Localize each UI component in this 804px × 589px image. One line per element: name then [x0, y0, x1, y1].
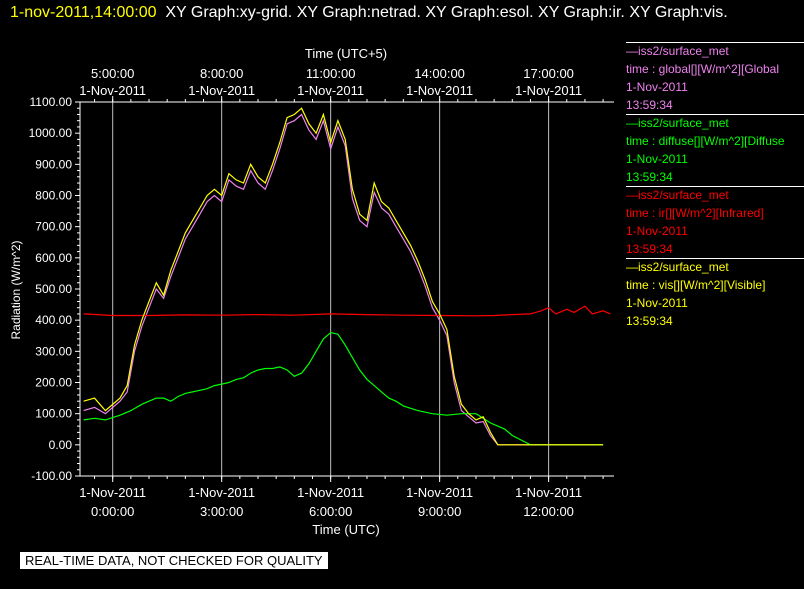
x2-tick-time: 8:00:00 [200, 66, 243, 81]
y-tick-label: 1000.00 [29, 126, 73, 140]
y-tick-label: 100.00 [35, 407, 72, 421]
series-lines [83, 107, 611, 446]
legend-line4: 13:59:34 [626, 170, 673, 184]
x-tick-date: 1-Nov-2011 [515, 485, 582, 500]
legend-line2: time : ir[][W/m^2][Infrared] [626, 206, 764, 220]
y-tick-label: 800.00 [35, 189, 72, 203]
y-tick-label: 1100.00 [30, 95, 73, 109]
legend-line3: 1-Nov-2011 [626, 224, 688, 238]
y-tick-label: 200.00 [35, 376, 72, 390]
legend-separator [626, 258, 804, 259]
legend-line2: time : diffuse[][W/m^2][Diffuse [626, 134, 785, 148]
x2-tick-time: 17:00:00 [523, 66, 574, 81]
y-tick-label: 700.00 [35, 220, 72, 234]
series-diffuse-line [83, 331, 604, 446]
x2-tick-date: 1-Nov-2011 [188, 83, 255, 98]
y-tick-label: 900.00 [35, 157, 72, 171]
x2-tick-date: 1-Nov-2011 [297, 83, 364, 98]
series-vis-line [83, 107, 604, 446]
legend-line3: 1-Nov-2011 [626, 80, 688, 94]
axes: 1100.00 1000.00 900.00 800.00 700.00 600.00 50… [29, 66, 614, 519]
grid-lines [112, 102, 550, 476]
y-tick-label: -100.00 [31, 469, 72, 483]
legend-separator [626, 186, 804, 187]
x-tick-time: 6:00:00 [309, 504, 352, 519]
x2-tick-date: 1-Nov-2011 [79, 83, 146, 98]
y-axis-label: Radiation (W/m^2) [9, 241, 23, 340]
y-tick-label: 400.00 [35, 313, 72, 327]
legend-line2: time : global[][W/m^2][Global [626, 62, 780, 76]
series-global-line [83, 113, 604, 446]
legend-line4: 13:59:34 [626, 242, 673, 256]
y-tick-label: 600.00 [35, 251, 72, 265]
header-timestamp: 1-nov-2011,14:00:00 [10, 4, 157, 21]
y-tick-label: 300.00 [35, 344, 72, 358]
x-tick-time: 3:00:00 [200, 504, 243, 519]
x-tick-time: 9:00:00 [418, 504, 461, 519]
x2-axis-label: Time (UTC+5) [305, 46, 387, 61]
x2-tick-time: 11:00:00 [306, 66, 356, 81]
header: 1-nov-2011,14:00:00 XY Graph:xy-grid. XY… [10, 3, 800, 23]
x-tick-time: 0:00:00 [91, 504, 134, 519]
header-graph-list: XY Graph:xy-grid. XY Graph:netrad. XY Gr… [165, 4, 728, 21]
x2-tick-time: 14:00:00 [414, 66, 465, 81]
legend-line3: 1-Nov-2011 [626, 296, 688, 310]
x-axis-label: Time (UTC) [312, 522, 379, 537]
x-tick-time: 12:00:00 [523, 504, 574, 519]
x-tick-date: 1-Nov-2011 [79, 485, 146, 500]
legend-separator [626, 42, 804, 43]
x-tick-date: 1-Nov-2011 [406, 485, 473, 500]
x-tick-date: 1-Nov-2011 [188, 485, 255, 500]
x2-tick-time: 5:00:00 [91, 66, 134, 81]
legend-line1: —iss2/surface_met [626, 188, 729, 202]
series-ir-line [83, 305, 611, 317]
y-tick-label: 0.00 [49, 438, 73, 452]
y-tick-label: 500.00 [35, 282, 72, 296]
x-tick-date: 1-Nov-2011 [297, 485, 364, 500]
x2-tick-date: 1-Nov-2011 [515, 83, 582, 98]
legend-line1: —iss2/surface_met [626, 44, 729, 58]
quality-notice: REAL-TIME DATA, NOT CHECKED FOR QUALITY [20, 552, 328, 569]
legend-line1: —iss2/surface_met [626, 116, 729, 130]
legend-line4: 13:59:34 [626, 98, 673, 112]
x2-tick-date: 1-Nov-2011 [406, 83, 473, 98]
legend-line2: time : vis[][W/m^2][Visible] [626, 278, 766, 292]
legend-line4: 13:59:34 [626, 314, 673, 328]
legend-line3: 1-Nov-2011 [626, 152, 688, 166]
legend-line1: —iss2/surface_met [626, 260, 729, 274]
legend-separator [626, 114, 804, 115]
